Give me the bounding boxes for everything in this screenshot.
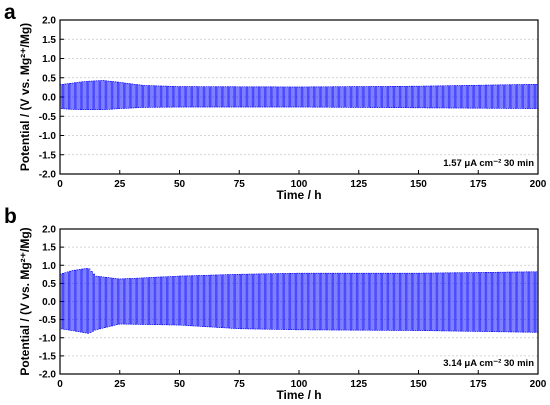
x-axis-title: Time / h	[276, 388, 321, 402]
y-tick-label: -1.5	[39, 150, 57, 161]
x-tick-label: 100	[291, 179, 308, 190]
potential-trace	[60, 80, 538, 111]
plot-frame	[59, 19, 539, 175]
plot-frame	[59, 228, 539, 375]
y-axis-title: Potential / (V vs. Mg²⁺/Mg)	[18, 23, 32, 171]
x-tick-label: 75	[234, 379, 246, 390]
x-tick-label: 150	[410, 179, 427, 190]
y-tick-label: 0.0	[42, 93, 56, 104]
x-tick-label: 200	[530, 179, 547, 190]
x-tick-label: 25	[114, 179, 126, 190]
condition-annotation: 3.14 μA cm⁻² 30 min	[443, 358, 534, 369]
x-tick-label: 175	[470, 179, 487, 190]
y-tick-label: 1.0	[42, 261, 56, 272]
y-tick-label: -2.0	[39, 370, 57, 381]
x-tick-label: 75	[234, 179, 246, 190]
x-tick-label: 175	[470, 379, 487, 390]
x-tick-label: 125	[350, 179, 367, 190]
y-tick-label: -1.0	[39, 333, 57, 344]
panel-label: a	[4, 1, 16, 24]
y-tick-label: 2.0	[42, 16, 56, 27]
x-tick-label: 200	[530, 379, 547, 390]
y-tick-label: -1.5	[39, 351, 57, 362]
x-tick-label: 0	[57, 379, 63, 390]
y-tick-label: 2.0	[42, 225, 56, 236]
y-tick-label: -0.5	[39, 112, 57, 123]
chart-panel-b: b -2.0 -1.5 -1.0 -0.5 0.0 0.5 1.0 1.5 2.0 0 25 50 75 1…	[4, 205, 547, 402]
x-axis-title: Time / h	[276, 188, 321, 202]
y-tick-label: 0.0	[42, 297, 56, 308]
y-tick-label: -1.0	[39, 131, 57, 142]
x-tick-label: 25	[114, 379, 126, 390]
x-tick-label: 50	[174, 179, 186, 190]
y-tick-label: 1.0	[42, 54, 56, 65]
condition-annotation: 1.57 μA cm⁻² 30 min	[443, 158, 534, 169]
y-tick-label: 1.5	[42, 243, 56, 254]
potential-trace	[60, 268, 538, 334]
y-tick-label: 1.5	[42, 35, 56, 46]
x-tick-label: 50	[174, 379, 186, 390]
y-tick-label: -0.5	[39, 315, 57, 326]
chart-panel-a: a -2.0 -1.5 -1.0 -0.5 0.0 0.5 1.0 1.5 2.0 0 25 50 75 1…	[4, 1, 547, 202]
x-tick-label: 150	[410, 379, 427, 390]
y-tick-label: 0.5	[42, 279, 56, 290]
x-tick-label: 100	[291, 379, 308, 390]
y-tick-label: 0.5	[42, 73, 56, 84]
x-tick-label: 125	[350, 379, 367, 390]
panel-label: b	[4, 205, 17, 228]
y-axis-title: Potential / (V vs. Mg²⁺/Mg)	[18, 227, 32, 375]
y-tick-label: -2.0	[39, 170, 57, 181]
x-tick-label: 0	[57, 179, 63, 190]
